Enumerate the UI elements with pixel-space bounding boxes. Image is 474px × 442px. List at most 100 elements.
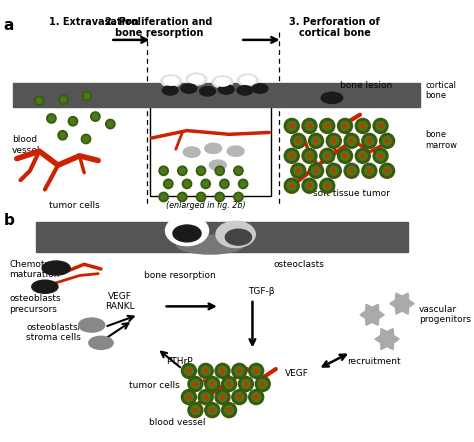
Bar [36, 222, 408, 252]
Circle shape [194, 408, 197, 412]
Text: a: a [4, 19, 14, 34]
Circle shape [380, 133, 394, 149]
Circle shape [184, 181, 190, 187]
Text: vascular
progenitors: vascular progenitors [419, 305, 471, 324]
Circle shape [187, 369, 191, 373]
Circle shape [297, 139, 300, 142]
Circle shape [347, 137, 356, 145]
Circle shape [198, 194, 204, 200]
Circle shape [232, 389, 247, 404]
Circle shape [337, 118, 353, 133]
Circle shape [302, 118, 317, 133]
Circle shape [373, 118, 388, 133]
Circle shape [308, 124, 311, 128]
Circle shape [178, 192, 187, 202]
Circle shape [204, 396, 207, 399]
Circle shape [308, 184, 311, 187]
Circle shape [106, 119, 115, 129]
Circle shape [191, 406, 200, 415]
Circle shape [385, 139, 389, 142]
Circle shape [340, 122, 349, 130]
Circle shape [291, 133, 306, 149]
Circle shape [323, 122, 332, 130]
Circle shape [198, 389, 213, 404]
Ellipse shape [321, 92, 343, 103]
Circle shape [180, 168, 185, 174]
Circle shape [215, 363, 230, 378]
Circle shape [164, 179, 173, 189]
Circle shape [159, 166, 168, 175]
Circle shape [198, 363, 213, 378]
Circle shape [220, 179, 229, 189]
Text: 3. Perforation of
cortical bone: 3. Perforation of cortical bone [289, 16, 380, 38]
Circle shape [362, 133, 377, 149]
Ellipse shape [173, 225, 201, 242]
Circle shape [203, 181, 209, 187]
Circle shape [161, 194, 166, 200]
Circle shape [294, 137, 303, 145]
Circle shape [302, 178, 317, 193]
Circle shape [337, 149, 353, 163]
Circle shape [356, 149, 370, 163]
Circle shape [302, 149, 317, 163]
Ellipse shape [216, 221, 255, 248]
Circle shape [356, 118, 370, 133]
Circle shape [305, 151, 314, 160]
Circle shape [235, 366, 244, 375]
Circle shape [198, 168, 204, 174]
Circle shape [222, 377, 237, 392]
Circle shape [326, 124, 329, 128]
Circle shape [244, 382, 247, 385]
Ellipse shape [165, 216, 209, 246]
Circle shape [188, 403, 203, 418]
Circle shape [178, 166, 187, 175]
Circle shape [252, 366, 261, 375]
Circle shape [60, 133, 65, 138]
Circle shape [350, 169, 353, 172]
Circle shape [218, 392, 227, 402]
Text: blood
vessel: blood vessel [12, 135, 41, 155]
Ellipse shape [205, 143, 222, 153]
Circle shape [358, 122, 367, 130]
Circle shape [290, 124, 293, 128]
Circle shape [326, 184, 329, 187]
Circle shape [368, 169, 371, 172]
Circle shape [350, 139, 353, 142]
Circle shape [362, 163, 377, 178]
Circle shape [165, 181, 171, 187]
Circle shape [201, 366, 210, 375]
Circle shape [343, 154, 346, 157]
Ellipse shape [183, 147, 200, 157]
Circle shape [309, 133, 324, 149]
Circle shape [252, 392, 261, 402]
Text: osteoblasts/
stroma cells: osteoblasts/ stroma cells [26, 322, 81, 342]
Circle shape [329, 137, 338, 145]
Ellipse shape [164, 77, 179, 85]
Circle shape [379, 124, 382, 128]
Circle shape [311, 137, 320, 145]
Circle shape [201, 392, 210, 402]
Circle shape [82, 134, 91, 144]
Circle shape [201, 179, 210, 189]
Circle shape [84, 93, 90, 99]
Circle shape [218, 366, 227, 375]
Text: TGF-β: TGF-β [248, 287, 274, 296]
Circle shape [287, 181, 296, 190]
Circle shape [287, 122, 296, 130]
Circle shape [217, 194, 222, 200]
Ellipse shape [186, 73, 207, 85]
Circle shape [326, 163, 341, 178]
Circle shape [210, 408, 214, 412]
Circle shape [238, 396, 241, 399]
Circle shape [305, 181, 314, 190]
Circle shape [255, 369, 258, 373]
Text: (enlarged in fig. 2b): (enlarged in fig. 2b) [166, 201, 246, 210]
Circle shape [91, 112, 100, 121]
Circle shape [161, 168, 166, 174]
Ellipse shape [227, 146, 244, 156]
Polygon shape [390, 293, 414, 314]
Circle shape [329, 166, 338, 175]
Circle shape [196, 166, 206, 175]
Ellipse shape [189, 75, 204, 84]
Circle shape [236, 194, 241, 200]
